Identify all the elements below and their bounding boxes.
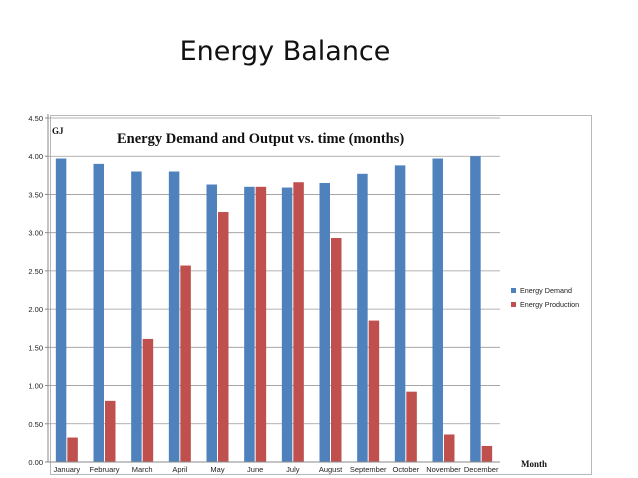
legend-swatch-production (511, 301, 516, 307)
demand-bar-june (244, 186, 255, 463)
bars (55, 156, 493, 463)
demand-bar-july (281, 187, 293, 462)
legend: Energy Demand Energy Production (511, 283, 579, 311)
legend-item-demand: Energy Demand (511, 283, 579, 297)
legend-label-demand: Energy Demand (520, 285, 572, 295)
demand-bar-february (93, 163, 104, 462)
x-tick-label: July (286, 465, 300, 474)
production-bar-june (255, 186, 267, 463)
slide-title: Energy Balance (179, 36, 391, 67)
production-bar-september (368, 320, 380, 462)
y-tick-label: 2.00 (28, 305, 43, 314)
demand-bar-march (131, 171, 142, 462)
demand-bar-january (55, 158, 67, 462)
demand-bar-september (357, 173, 368, 462)
y-tick-label: 0.00 (28, 458, 43, 467)
production-bar-july (293, 182, 304, 463)
production-bar-october (406, 391, 417, 462)
legend-item-production: Energy Production (511, 297, 579, 311)
y-tick-label: 2.50 (28, 267, 43, 276)
demand-bar-october (394, 165, 406, 462)
y-tick-label: 3.50 (28, 190, 43, 199)
demand-bar-december (470, 156, 481, 462)
y-unit-label: GJ (52, 126, 64, 136)
y-tick-label: 0.50 (28, 420, 43, 429)
y-tick-label: 4.00 (28, 152, 43, 161)
x-tick-label: May (210, 465, 224, 474)
x-tick-label: December (464, 465, 499, 474)
x-tick-label: February (89, 465, 119, 474)
x-tick-label: November (426, 465, 461, 474)
x-axis-label: Month (521, 459, 548, 469)
production-bar-may (218, 212, 229, 462)
x-tick-label: October (392, 465, 419, 474)
legend-label-production: Energy Production (520, 299, 580, 309)
x-tick-label: April (172, 465, 187, 474)
production-bar-august (331, 238, 342, 462)
production-bar-january (67, 437, 78, 462)
demand-bar-may (206, 184, 217, 463)
demand-bar-august (319, 182, 330, 462)
x-axis-ticks: January February March April May June July Augu… (53, 465, 498, 474)
y-axis-ticks: 0.00 0.50 1.00 1.50 2.00 2.50 3.00 3.50 4.00 4.50 (28, 114, 43, 467)
y-tick-label: 4.50 (28, 114, 43, 123)
production-bar-april (180, 265, 191, 462)
production-bar-november (444, 434, 455, 462)
x-tick-label: March (132, 465, 153, 474)
demand-bar-april (168, 171, 180, 462)
y-tick-label: 1.00 (28, 382, 43, 391)
production-bar-february (105, 400, 116, 462)
x-tick-label: June (247, 465, 263, 474)
production-bar-december (481, 445, 493, 462)
chart-title: Energy Demand and Output vs. time (month… (117, 131, 405, 147)
y-tick-label: 3.00 (28, 229, 43, 238)
legend-swatch-demand (511, 287, 516, 293)
y-tick-label: 1.50 (28, 343, 43, 352)
x-tick-label: August (319, 465, 343, 474)
production-bar-march (142, 338, 154, 462)
grid-lines (45, 117, 500, 463)
x-tick-label: September (350, 465, 387, 474)
demand-bar-november (432, 158, 443, 462)
x-tick-label: January (53, 465, 80, 474)
